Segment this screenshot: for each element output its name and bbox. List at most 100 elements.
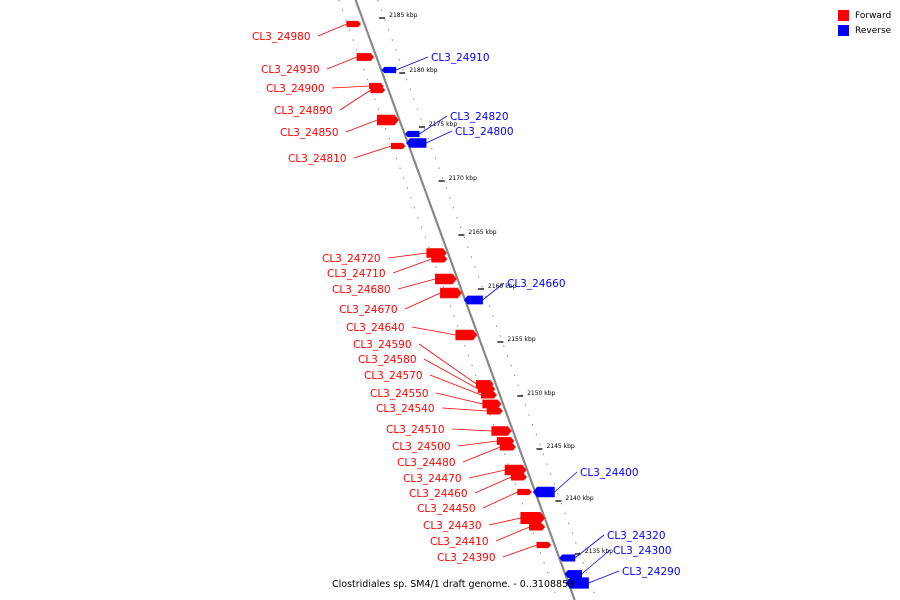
gene-connector — [451, 428, 492, 432]
gene-label: CL3_24540 — [376, 403, 435, 415]
gene-connector — [495, 526, 530, 542]
gene-connector — [339, 89, 372, 111]
gene-label: CL3_24850 — [280, 127, 339, 139]
gene-label: CL3_24910 — [431, 52, 490, 64]
gene-arrow — [480, 391, 497, 399]
gene-label: CL3_24400 — [580, 467, 639, 479]
gene-connector — [411, 326, 456, 336]
gene-label: CL3_24550 — [370, 388, 429, 400]
gene-connector — [387, 252, 427, 259]
gene-label: CL3_24480 — [397, 457, 456, 469]
axis-tick-label: 2135 kbp — [585, 548, 613, 555]
gene-connector — [392, 258, 432, 274]
axis-tick-label: 2165 kbp — [468, 229, 496, 236]
gene-arrow — [477, 385, 496, 393]
axis-tick-label: 2160 kbp — [488, 283, 516, 290]
gene-label: CL3_24890 — [274, 105, 333, 117]
reverse-swatch — [838, 25, 849, 36]
gene-connector — [474, 476, 512, 494]
gene-arrow — [455, 329, 478, 341]
gene-arrow — [510, 473, 527, 481]
gene-arrow — [482, 399, 502, 409]
gene-label: CL3_24590 — [353, 339, 412, 351]
gene-arrow — [381, 66, 397, 74]
gene-connector — [457, 440, 498, 447]
gene-label: CL3_24290 — [622, 566, 681, 578]
legend-reverse: Reverse — [838, 23, 891, 38]
gene-arrow — [491, 426, 512, 436]
gene-arrow — [517, 488, 532, 496]
gene-arrow — [406, 138, 427, 148]
gene-connector — [345, 119, 378, 133]
axis-tick-label: 2150 kbp — [527, 390, 555, 397]
axis-tick-label: 2185 kbp — [389, 12, 417, 19]
gene-connector — [326, 56, 358, 70]
gene-arrow — [529, 523, 546, 531]
gene-arrow — [532, 486, 555, 498]
gene-arrow — [520, 511, 546, 525]
forward-swatch — [838, 10, 849, 21]
gene-arrow — [564, 570, 582, 578]
gene-label: CL3_24820 — [450, 111, 509, 123]
gene-label: CL3_24580 — [358, 354, 417, 366]
gene-label: CL3_24980 — [252, 31, 311, 43]
gene-arrow — [440, 287, 462, 299]
axis-tick-label: 2155 kbp — [507, 336, 535, 343]
gene-label: CL3_24570 — [364, 370, 423, 382]
gene-arrow — [536, 541, 552, 549]
gene-arrow — [390, 142, 406, 150]
gene-label: CL3_24320 — [607, 530, 666, 542]
gene-connector — [554, 471, 578, 493]
gene-label: CL3_24800 — [455, 126, 514, 138]
axis-tick-label: 2140 kbp — [565, 495, 593, 502]
gene-arrow — [496, 437, 515, 445]
gene-label: CL3_24720 — [322, 253, 381, 265]
gene-label: CL3_24660 — [507, 278, 566, 290]
gene-connector — [419, 115, 448, 135]
legend-forward-label: Forward — [855, 10, 892, 21]
legend: Forward Reverse — [838, 8, 891, 38]
axis-tick-label: 2170 kbp — [449, 175, 477, 182]
gene-arrow — [404, 130, 420, 138]
gene-connector — [397, 278, 436, 290]
gene-arrow — [356, 53, 375, 61]
axis-tick-label: 2175 kbp — [429, 121, 457, 128]
gene-connector — [435, 392, 483, 405]
gene-connector — [429, 374, 482, 396]
gene-connector — [331, 85, 370, 89]
legend-reverse-label: Reverse — [855, 25, 892, 36]
gene-connector — [395, 56, 429, 71]
gene-arrow — [559, 554, 576, 562]
legend-forward: Forward — [838, 8, 891, 23]
gene-connector — [502, 544, 538, 558]
gene-arrow — [431, 255, 448, 263]
gene-arrow — [434, 273, 457, 285]
gene-connector — [441, 407, 488, 412]
axis-tick-label: 2145 kbp — [546, 443, 574, 450]
gene-connector — [425, 130, 453, 144]
reverse-guide-line — [377, 0, 598, 600]
gene-arrow — [370, 86, 386, 94]
gene-connector — [353, 145, 392, 159]
gene-connector — [574, 534, 605, 559]
gene-label: CL3_24450 — [417, 503, 476, 515]
gene-connector — [404, 292, 441, 310]
gene-label: CL3_24460 — [409, 488, 468, 500]
gene-connector — [317, 23, 347, 37]
gene-arrow — [565, 577, 589, 589]
axis-tick-label: 2180 kbp — [409, 67, 437, 74]
gene-label: CL3_24510 — [386, 424, 445, 436]
gene-label: CL3_24470 — [403, 473, 462, 485]
gene-label: CL3_24430 — [423, 520, 482, 532]
gene-connector — [482, 282, 505, 301]
gene-label: CL3_24500 — [392, 441, 451, 453]
gene-arrow — [499, 443, 516, 451]
gene-connector — [482, 491, 518, 509]
gene-arrow — [504, 464, 527, 476]
gene-connector — [581, 549, 611, 575]
gene-label: CL3_24810 — [288, 153, 347, 165]
gene-arrow — [346, 20, 362, 28]
gene-label: CL3_24710 — [327, 268, 386, 280]
gene-connector — [423, 358, 479, 390]
